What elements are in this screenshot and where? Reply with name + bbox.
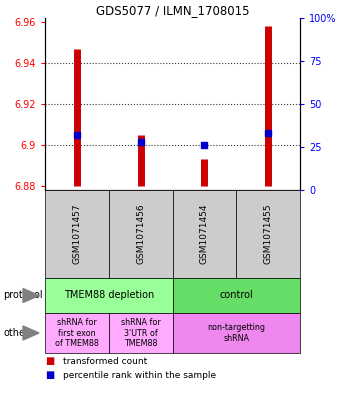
Text: shRNA for
first exon
of TMEM88: shRNA for first exon of TMEM88: [55, 318, 99, 348]
Text: transformed count: transformed count: [63, 356, 147, 365]
Text: ■: ■: [45, 356, 54, 366]
Title: GDS5077 / ILMN_1708015: GDS5077 / ILMN_1708015: [96, 4, 249, 17]
Text: percentile rank within the sample: percentile rank within the sample: [63, 371, 216, 380]
Text: control: control: [219, 290, 253, 301]
Text: GSM1071457: GSM1071457: [72, 204, 81, 264]
Text: protocol: protocol: [3, 290, 43, 301]
Text: other: other: [3, 328, 29, 338]
Text: non-targetting
shRNA: non-targetting shRNA: [207, 323, 265, 343]
Text: GSM1071456: GSM1071456: [136, 204, 145, 264]
Text: GSM1071454: GSM1071454: [200, 204, 209, 264]
Text: ■: ■: [45, 370, 54, 380]
Text: GSM1071455: GSM1071455: [264, 204, 273, 264]
Text: shRNA for
3'UTR of
TMEM88: shRNA for 3'UTR of TMEM88: [121, 318, 160, 348]
Text: TMEM88 depletion: TMEM88 depletion: [64, 290, 154, 301]
